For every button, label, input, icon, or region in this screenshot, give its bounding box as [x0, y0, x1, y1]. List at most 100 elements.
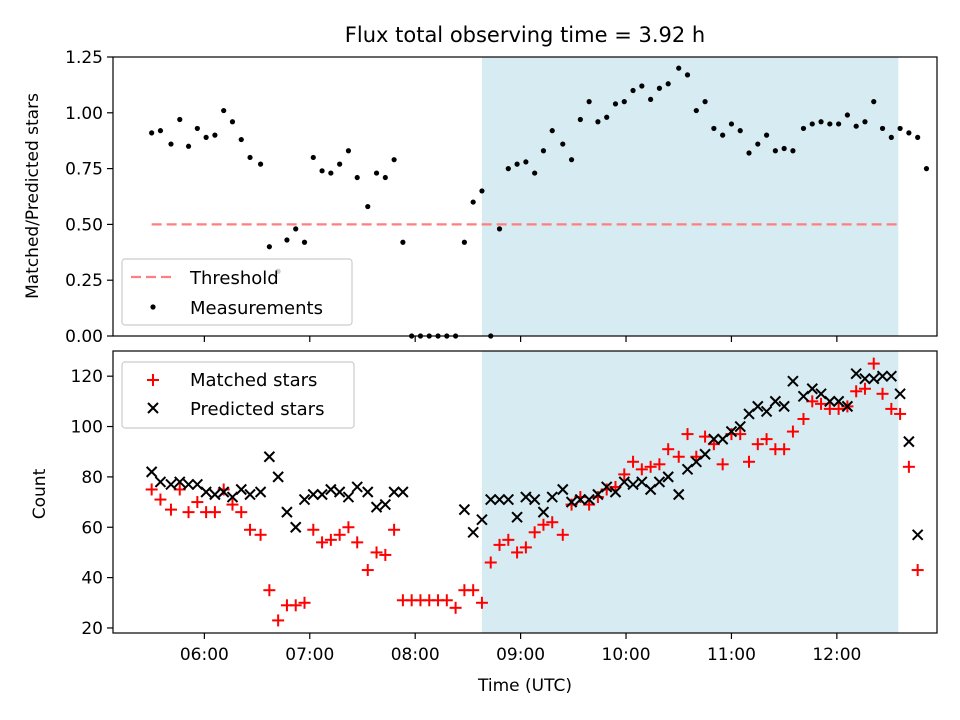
measurement-point — [203, 134, 209, 140]
measurement-point — [586, 99, 592, 105]
ytick-label: 80 — [81, 468, 103, 488]
measurement-point — [301, 239, 308, 245]
predicted-star-point — [537, 506, 550, 518]
measurement-point — [328, 170, 334, 176]
xaxis-label: Time (UTC) — [477, 676, 572, 696]
measurement-point — [577, 116, 583, 123]
matched-stars-points — [145, 357, 924, 627]
matched-star-point — [333, 528, 346, 541]
measurement-point — [247, 154, 253, 161]
predicted-star-point — [894, 388, 906, 400]
matched-star-point — [786, 425, 799, 438]
measurement-point — [711, 125, 717, 132]
matched-star-point — [627, 455, 640, 468]
matched-star-point — [618, 468, 631, 481]
measurement-point — [621, 99, 627, 105]
predicted-star-point — [673, 488, 685, 501]
matched-star-point — [351, 536, 364, 549]
measurement-point — [229, 119, 236, 125]
measurement-point — [177, 116, 183, 123]
matched-star-point — [519, 541, 532, 554]
predicted-star-point — [520, 491, 532, 503]
measurement-point — [836, 121, 842, 127]
predicted-star-point — [254, 486, 267, 498]
measurement-point — [212, 132, 218, 138]
measurement-point — [238, 136, 244, 143]
matched-star-point — [734, 428, 747, 441]
matched-star-point — [307, 523, 320, 536]
matched-star-point — [370, 546, 383, 559]
matched-star-point — [902, 460, 915, 473]
top-panel-xticks — [203, 336, 838, 342]
predicted-star-point — [263, 451, 276, 463]
matched-star-point — [164, 503, 177, 516]
matched-star-point — [145, 483, 158, 496]
matched-star-point — [324, 533, 337, 546]
measurement-point — [853, 123, 859, 129]
matched-star-point — [546, 516, 559, 529]
measurement-point — [763, 132, 770, 138]
predicted-star-point — [307, 488, 319, 501]
matched-star-point — [815, 397, 828, 410]
predicted-star-point — [485, 493, 497, 506]
legend-matched-swatch — [147, 374, 159, 386]
matched-star-point — [191, 496, 204, 509]
measurement-point — [923, 166, 930, 172]
matched-star-point — [263, 584, 276, 597]
predicted-star-point — [145, 466, 158, 478]
measurement-point — [345, 148, 352, 154]
matched-star-point — [894, 407, 907, 420]
matched-star-point — [716, 458, 729, 471]
matched-star-point — [672, 450, 685, 463]
measurement-point — [337, 161, 343, 167]
matched-star-point — [379, 548, 392, 561]
measurement-point — [505, 166, 511, 172]
bottom-legend-box — [121, 361, 355, 429]
predicted-star-point — [511, 511, 523, 523]
measurement-point — [728, 121, 735, 127]
measurement-point — [772, 148, 778, 154]
predicted-star-point — [281, 506, 293, 518]
measurement-point — [523, 159, 529, 165]
xtick-label: 07:00 — [285, 645, 334, 665]
matched-star-point — [511, 546, 524, 559]
matched-star-point — [760, 433, 773, 446]
predicted-star-point — [388, 486, 400, 498]
legend-threshold-label: Threshold — [189, 268, 279, 289]
legend-measurements-label: Measurements — [190, 298, 323, 319]
bottom-panel: 20 40 60 80 100 120 06:00 07:00 08:00 09:00 10:00… — [30, 350, 938, 696]
matched-star-point — [298, 596, 311, 609]
matched-star-point — [743, 455, 756, 468]
xtick-label: 09:00 — [496, 645, 545, 665]
matched-star-point — [467, 584, 480, 597]
measurement-point — [568, 157, 575, 163]
matched-star-point — [316, 536, 329, 549]
matched-star-point — [502, 533, 515, 546]
measurement-point — [648, 96, 654, 103]
xtick-label: 10:00 — [602, 645, 651, 665]
top-panel-points — [149, 65, 930, 339]
predicted-star-point — [609, 486, 622, 498]
matched-star-point — [440, 594, 453, 607]
predicted-star-point — [370, 501, 383, 513]
measurement-point — [168, 141, 174, 147]
predicted-star-point — [502, 493, 515, 506]
predicted-star-point — [528, 493, 541, 506]
bottom-panel-xaxis: 06:00 07:00 08:00 09:00 10:00 11:00 12:00 — [180, 633, 861, 665]
matched-star-point — [244, 523, 257, 536]
predicted-star-point — [290, 521, 302, 533]
top-legend-box — [121, 258, 353, 326]
matched-star-point — [154, 493, 167, 506]
predicted-star-point — [342, 491, 355, 503]
predicted-star-point — [859, 372, 871, 385]
measurement-point — [790, 148, 796, 154]
measurement-point — [746, 150, 752, 156]
predicted-star-point — [708, 433, 720, 445]
measurement-point — [391, 157, 397, 163]
measurement-point — [612, 101, 619, 107]
measurement-point — [844, 112, 850, 118]
matched-star-point — [208, 506, 221, 519]
matched-star-point — [388, 523, 401, 536]
measurement-point — [540, 148, 547, 154]
predicted-star-point — [182, 478, 195, 491]
